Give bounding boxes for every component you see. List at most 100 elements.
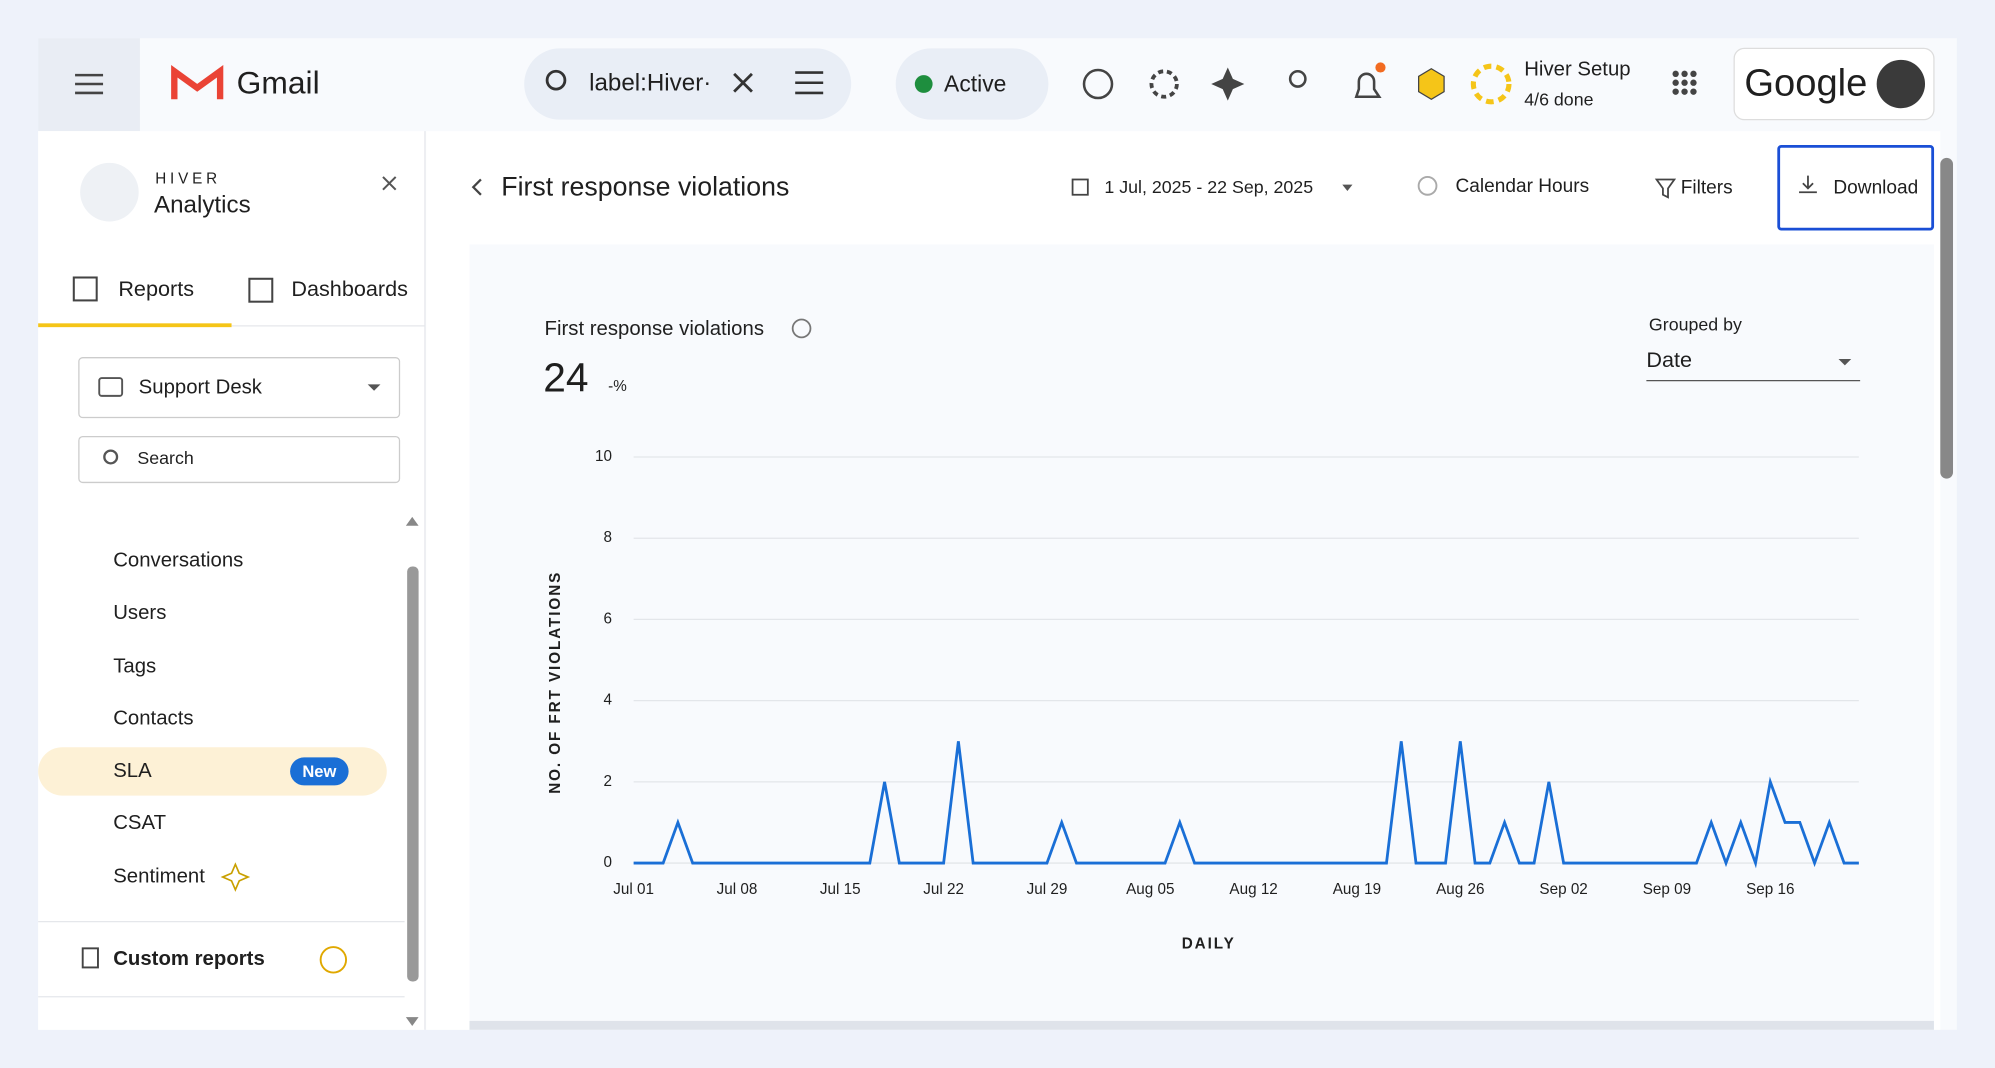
hours: Calendar Hours — [1456, 176, 1590, 197]
reports-icon — [72, 276, 98, 302]
y-axis-label: NO. OF FRT VIOLATIONS — [547, 571, 564, 794]
main-scrollbar[interactable] — [1940, 157, 1954, 479]
x-tick-label: Jul 29 — [1027, 881, 1068, 898]
account-box[interactable] — [1733, 47, 1935, 121]
add-icon[interactable] — [319, 946, 348, 974]
dashboards-icon — [248, 277, 274, 303]
group-value[interactable]: Date — [1646, 347, 1692, 372]
clear-icon[interactable] — [733, 72, 753, 93]
date-caret — [1342, 184, 1353, 191]
menu-icon[interactable] — [75, 73, 104, 95]
sidebar-scrollbar[interactable] — [407, 566, 419, 982]
google-brand: Google — [1744, 61, 1867, 104]
inbox-select[interactable] — [78, 357, 401, 419]
brand-small: HIVER — [155, 171, 221, 188]
nav-item[interactable]: Sentiment — [113, 865, 205, 887]
y-tick-label: 6 — [603, 610, 611, 627]
x-tick-label: Aug 19 — [1333, 881, 1381, 898]
x-tick-label: Aug 05 — [1126, 881, 1174, 898]
h-scrollbar — [469, 1020, 1934, 1030]
search-box[interactable] — [524, 48, 852, 120]
clock-icon — [1417, 175, 1438, 196]
inbox-name: Support Desk — [139, 377, 263, 399]
bell-icon[interactable] — [1354, 72, 1382, 99]
total: 24 — [543, 354, 588, 400]
help-icon[interactable] — [1082, 68, 1114, 100]
card — [469, 244, 1934, 1030]
download-icon — [1799, 175, 1817, 194]
x-tick-label: Sep 02 — [1539, 881, 1587, 898]
brand: Analytics — [154, 192, 251, 219]
x-tick-label: Aug 12 — [1229, 881, 1277, 898]
settings-icon[interactable] — [1149, 69, 1179, 99]
setup-progress: 4/6 done — [1524, 89, 1593, 109]
filters[interactable]: Filters — [1681, 177, 1733, 198]
custom-reports[interactable]: Custom reports — [113, 948, 265, 970]
delta: -% — [608, 378, 627, 395]
gemini-icon[interactable] — [1211, 67, 1245, 101]
group-caret — [1838, 358, 1852, 366]
page-title: First response violations — [501, 171, 789, 201]
sidebar — [38, 131, 425, 1030]
tab-reports[interactable]: Reports — [118, 276, 194, 301]
sidebar-search-placeholder: Search — [137, 448, 193, 468]
close-icon[interactable] — [382, 176, 397, 191]
nav-item[interactable]: SLA — [113, 760, 152, 782]
filter-icon[interactable] — [795, 71, 824, 95]
setup-title: Hiver Setup — [1524, 58, 1630, 80]
x-tick-label: Sep 09 — [1643, 881, 1691, 898]
badge-text: New — [302, 762, 336, 781]
x-tick-label: Jul 01 — [613, 881, 654, 898]
x-tick-label: Jul 08 — [717, 881, 758, 898]
search-icon — [545, 69, 567, 91]
x-tick-label: Aug 26 — [1436, 881, 1484, 898]
sparkle-icon — [220, 862, 251, 892]
search-text: label:Hiver· — [589, 69, 711, 96]
badge — [290, 757, 349, 786]
tab-dashboards[interactable]: Dashboards — [291, 276, 408, 301]
analytics-logo — [80, 162, 139, 222]
y-tick-label: 2 — [603, 773, 611, 790]
x-tick-label: Jul 15 — [820, 881, 861, 898]
nav-item[interactable]: Users — [113, 602, 166, 624]
y-tick-label: 8 — [603, 529, 611, 546]
avatar — [1876, 59, 1926, 109]
y-tick-label: 4 — [603, 692, 612, 709]
status-chip[interactable] — [895, 48, 1049, 120]
hiver-icon[interactable] — [1418, 67, 1445, 101]
nav-item[interactable]: Conversations — [113, 550, 243, 572]
tab-indicator — [38, 323, 232, 328]
x-axis-label: DAILY — [1182, 936, 1236, 953]
back-icon[interactable] — [471, 178, 482, 196]
x-tick-label: Jul 22 — [923, 881, 964, 898]
inbox-caret — [367, 384, 381, 391]
download: Download — [1833, 177, 1918, 198]
date-range[interactable]: 1 Jul, 2025 - 22 Sep, 2025 — [1104, 177, 1313, 197]
custom-icon — [81, 947, 99, 969]
filter-funnel — [1654, 178, 1677, 199]
nav-item[interactable]: Tags — [113, 655, 156, 677]
calendar-icon — [1071, 178, 1089, 196]
app-name: Gmail — [237, 65, 320, 101]
status-dot — [914, 75, 933, 93]
apps-icon[interactable] — [1672, 70, 1697, 95]
download-button[interactable] — [1777, 144, 1935, 231]
nav-item[interactable]: CSAT — [113, 812, 166, 834]
data-line — [633, 741, 1859, 869]
inbox-icon — [98, 377, 124, 397]
x-tick-label: Sep 16 — [1746, 881, 1794, 898]
bell-dot — [1375, 62, 1386, 73]
sidebar-search[interactable] — [78, 435, 401, 484]
sidebar-search-icon — [103, 449, 119, 465]
setup-ring — [1470, 63, 1512, 105]
gmail-logo — [171, 65, 224, 100]
card-title: First response violations — [545, 318, 764, 340]
user-icon[interactable] — [1288, 70, 1307, 88]
y-tick-label: 0 — [603, 854, 611, 871]
status-text: Active — [944, 70, 1006, 96]
nav-item[interactable]: Contacts — [113, 708, 193, 730]
info-icon — [791, 318, 812, 339]
y-tick-label: 10 — [595, 448, 612, 465]
